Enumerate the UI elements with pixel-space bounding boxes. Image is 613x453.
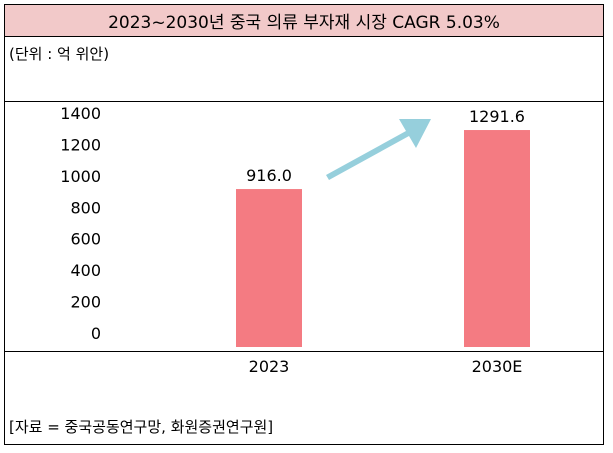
bottom-divider	[5, 351, 603, 352]
chart-title: 2023~2030년 중국 의류 부자재 시장 CAGR 5.03%	[5, 5, 603, 37]
x-tick-label: 2030E	[472, 357, 523, 376]
bar-2023	[236, 189, 302, 347]
x-tick-label: 2023	[249, 357, 290, 376]
y-tick-label: 0	[91, 324, 101, 343]
top-divider	[5, 101, 603, 102]
bar-2030e	[464, 130, 530, 347]
value-label: 916.0	[246, 166, 292, 185]
y-tick-label: 400	[70, 261, 101, 280]
y-tick-label: 1000	[60, 167, 101, 186]
bar-chart: 0 200 400 600 800 1000 1200 1400 916.0 2023 1291.6…	[60, 104, 530, 376]
y-tick-label: 1400	[60, 104, 101, 123]
chart-frame: 2023~2030년 중국 의류 부자재 시장 CAGR 5.03% (단위 :…	[4, 4, 604, 445]
y-tick-label: 200	[70, 293, 101, 312]
y-tick-label: 1200	[60, 135, 101, 154]
y-tick-label: 600	[70, 230, 101, 249]
growth-arrow-icon	[326, 119, 431, 180]
unit-label: (단위 : 억 위안)	[9, 45, 110, 63]
y-tick-label: 800	[70, 198, 101, 217]
source-note: [자료 = 중국공동연구망, 화원증권연구원]	[9, 418, 274, 436]
value-label: 1291.6	[469, 107, 525, 126]
